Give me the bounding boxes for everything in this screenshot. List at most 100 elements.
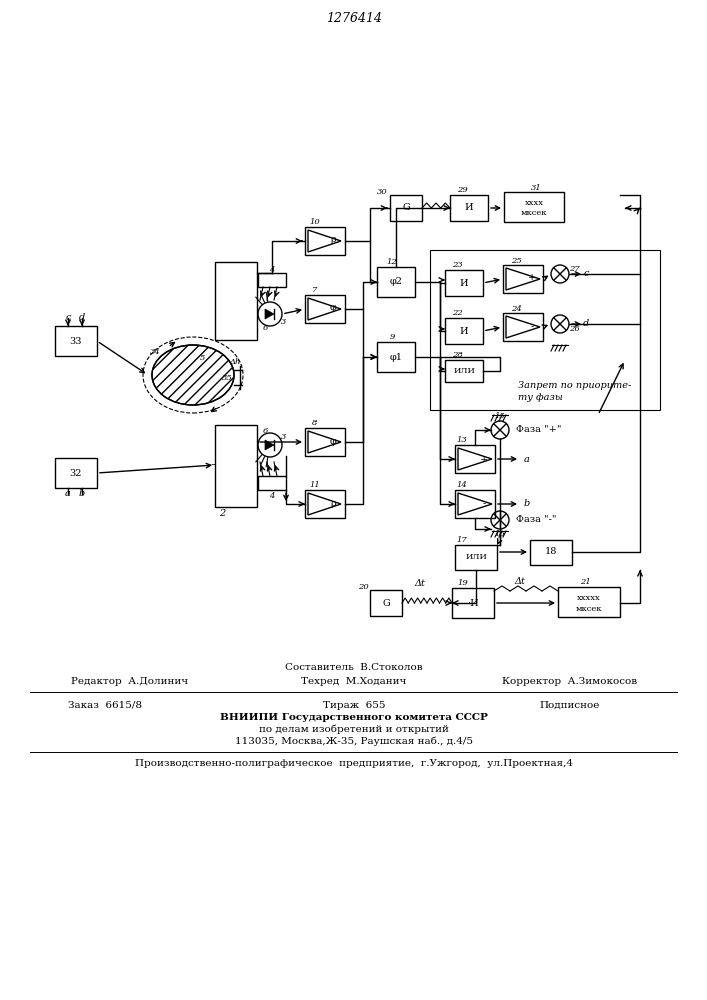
Text: Составитель  В.Стоколов: Составитель В.Стоколов [285,662,423,672]
Bar [215,425,257,507]
Polygon shape [265,440,274,450]
Text: Фаза "+": Фаза "+" [516,426,561,434]
Text: 4: 4 [269,492,275,500]
Text: 10: 10 [310,218,320,226]
Text: 8: 8 [312,419,317,427]
Text: Техред  М.Ходанич: Техред М.Ходанич [301,678,407,686]
Text: мксек: мксек [521,209,547,217]
Text: И: И [464,204,473,213]
Bar [305,295,345,323]
Bar [558,587,620,617]
Text: 20: 20 [358,583,368,591]
Bar [305,227,345,255]
Text: ИЛИ: ИЛИ [453,367,475,375]
Text: Производственно-полиграфическое  предприятие,  г.Ужгород,  ул.Проектная,4: Производственно-полиграфическое предприя… [135,760,573,768]
Text: 25: 25 [510,257,521,265]
Text: 6: 6 [262,324,268,332]
Bar [305,490,345,518]
Text: φ2: φ2 [390,277,402,286]
Text: по делам изобретений и открытий: по делам изобретений и открытий [259,724,449,734]
Text: b: b [524,499,530,508]
Text: 113035, Москва,Ж-35, Раушская наб., д.4/5: 113035, Москва,Ж-35, Раушская наб., д.4/… [235,736,473,746]
Text: b: b [79,489,85,498]
Text: 3: 3 [281,433,286,441]
Text: Δt: Δt [414,580,426,588]
Text: 28: 28 [452,351,462,359]
Text: 34: 34 [150,348,160,356]
Text: Тираж  655: Тираж 655 [323,700,385,710]
Text: хxхxх: хxхxх [577,594,601,602]
Text: Δt: Δt [515,576,525,585]
Text: Фаза "-": Фаза "-" [516,516,556,524]
Bar [503,313,543,341]
Text: φ1: φ1 [390,353,402,361]
Text: 24: 24 [510,305,521,313]
Text: 22: 22 [452,309,462,317]
Text: Заказ  6615/8: Заказ 6615/8 [68,700,142,710]
Text: ВНИИПИ Государственного комитета СССР: ВНИИПИ Государственного комитета СССР [220,712,488,722]
Text: Подписное: Подписное [540,700,600,710]
Text: G: G [402,204,410,213]
Bar [215,262,257,340]
Text: 15: 15 [495,412,506,420]
Text: ρ: ρ [330,499,336,508]
Text: 26: 26 [568,325,579,333]
Text: +: + [528,273,536,282]
Text: хxхx: хxхx [525,199,544,207]
Text: 21: 21 [580,578,590,586]
Text: 30: 30 [377,188,387,196]
Text: 31: 31 [531,184,542,192]
Bar [258,273,286,287]
Bar [455,445,495,473]
Text: И: И [460,326,468,336]
Text: c: c [583,269,589,278]
Text: 12: 12 [387,258,397,266]
Ellipse shape [152,345,234,405]
Text: 14: 14 [457,481,467,489]
Text: Запрет по приорите-: Запрет по приорите- [518,380,631,389]
Text: 11: 11 [310,481,320,489]
Text: φ: φ [329,438,337,446]
Text: 18: 18 [545,548,557,556]
Text: 6: 6 [262,427,268,435]
Text: ту фазы: ту фазы [518,392,563,401]
Bar [55,326,97,356]
Text: 33: 33 [70,336,82,346]
Text: c: c [65,314,71,322]
Bar [390,195,422,221]
Text: 27: 27 [568,265,579,273]
Text: мксек: мксек [575,605,602,613]
Bar [504,192,564,222]
Text: 2: 2 [219,508,225,518]
Text: 23: 23 [452,261,462,269]
Text: 13: 13 [457,436,467,444]
Text: -: - [530,322,534,332]
Text: 29: 29 [457,186,467,194]
Text: 32: 32 [70,468,82,478]
Text: 7: 7 [312,286,317,294]
Text: Редактор  А.Долинич: Редактор А.Долинич [71,678,189,686]
Text: 5: 5 [199,354,205,362]
Text: 9: 9 [390,333,395,341]
Bar [450,195,488,221]
Bar [370,590,402,616]
Bar [452,588,494,618]
Bar [445,270,483,296]
Text: d: d [583,320,589,328]
Text: ρ: ρ [330,234,336,243]
Text: 16: 16 [495,530,506,538]
Bar [445,360,483,382]
Bar [503,265,543,293]
Bar [305,428,345,456]
Text: Δh: Δh [229,358,240,366]
Bar [530,540,572,565]
Text: ИЛИ: ИЛИ [465,553,487,561]
Text: 19: 19 [457,579,468,587]
Polygon shape [265,309,274,319]
Text: ·И: ·И [467,598,479,607]
Bar [258,476,286,490]
Bar [430,250,660,410]
Text: 3: 3 [281,318,286,326]
Text: d: d [79,314,85,322]
Text: +: + [480,454,488,464]
